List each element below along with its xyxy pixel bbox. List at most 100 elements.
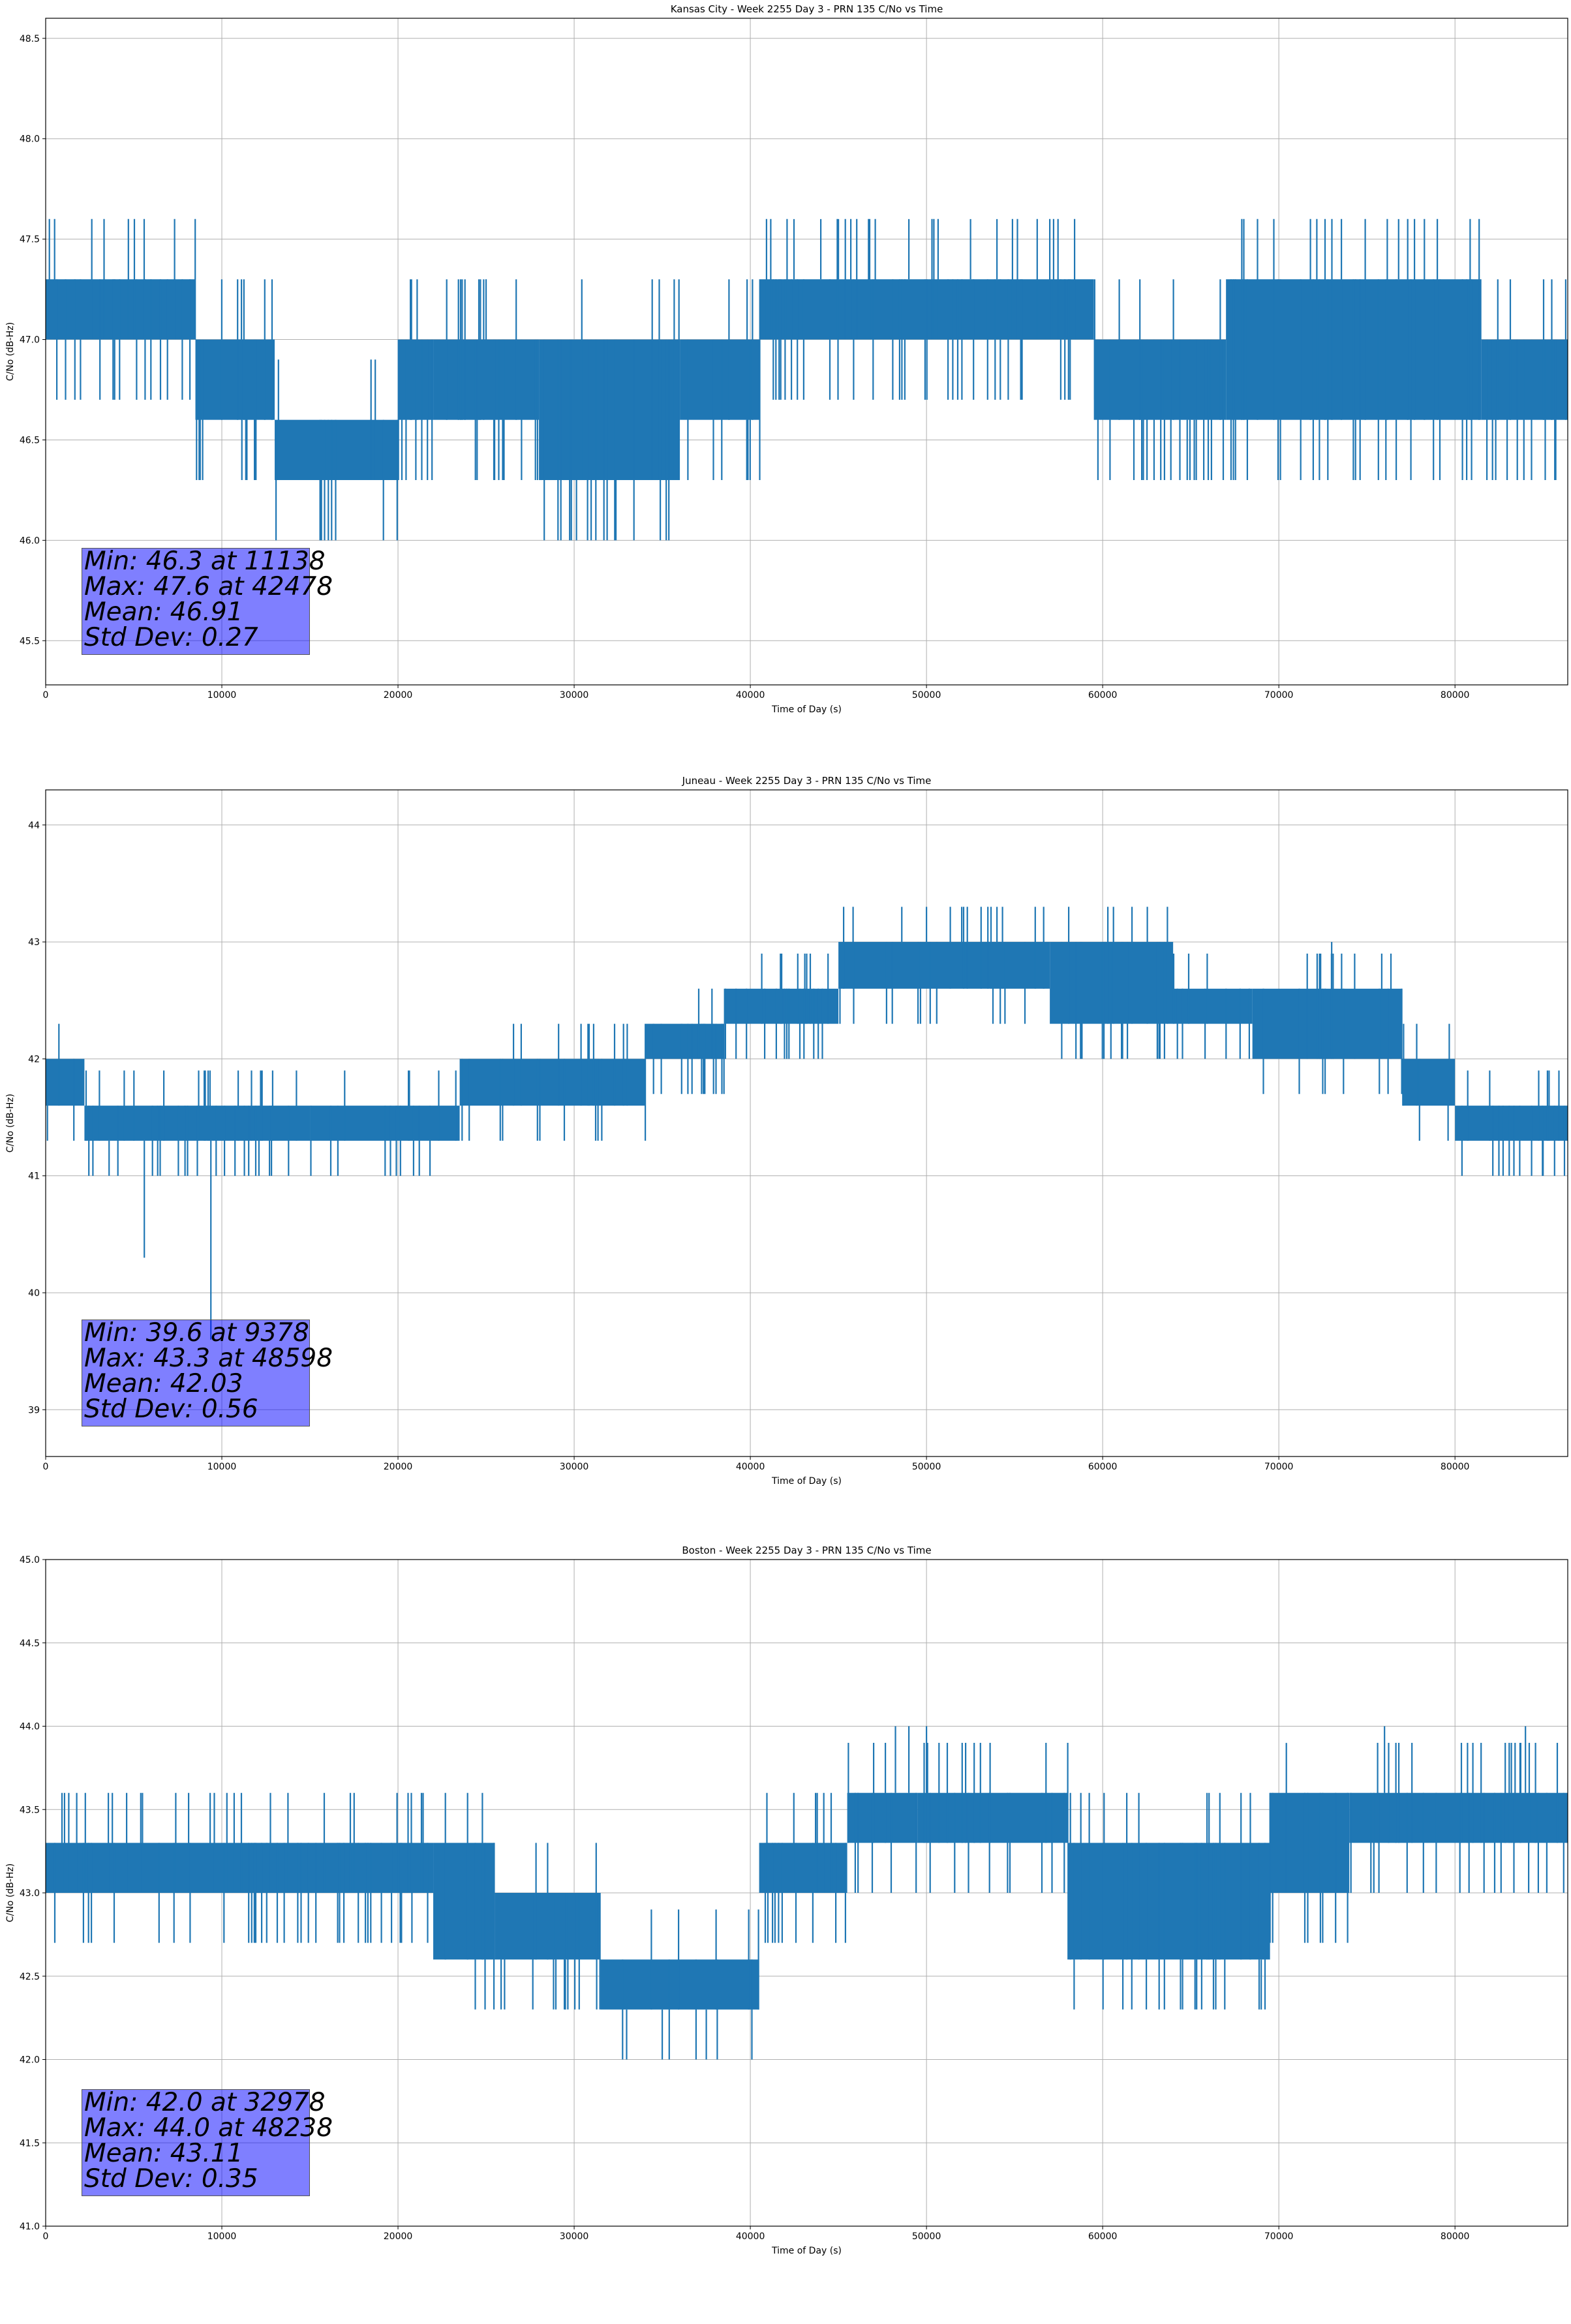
series-band xyxy=(838,942,1050,989)
series-band xyxy=(1093,339,1227,420)
series-segment xyxy=(847,1743,918,1893)
x-tick-label: 50000 xyxy=(912,1462,941,1472)
y-tick-label: 40 xyxy=(28,1288,40,1299)
series-band xyxy=(459,1059,645,1106)
x-tick-label: 0 xyxy=(43,1462,49,1472)
x-tick-label: 20000 xyxy=(384,1462,413,1472)
y-axis-label: C/No (dB-Hz) xyxy=(5,1094,16,1153)
series-line xyxy=(46,907,1568,1340)
x-tick-label: 0 xyxy=(43,690,49,701)
series-jitter xyxy=(1172,954,1250,1059)
series-segment xyxy=(495,1843,601,2010)
series-band xyxy=(680,339,759,420)
x-tick-label: 60000 xyxy=(1088,690,1118,701)
y-tick-label: 46.0 xyxy=(20,536,40,546)
y-tick-label: 43.0 xyxy=(20,1888,40,1899)
stats-annotation-box: Min: 42.0 at 32978 Max: 44.0 at 48238 Mean… xyxy=(82,2088,333,2196)
series-segment xyxy=(759,219,1095,400)
stats-line: Max: 43.3 at 48598 xyxy=(84,1344,333,1373)
x-tick-label: 10000 xyxy=(207,1462,237,1472)
series-band xyxy=(600,1959,759,2010)
series-segment xyxy=(310,1070,460,1176)
series-band xyxy=(1455,1106,1568,1141)
series-segment xyxy=(1172,954,1253,1059)
x-tick-label: 10000 xyxy=(207,2231,237,2242)
series-band xyxy=(46,279,196,340)
stats-line: Max: 47.6 at 42478 xyxy=(84,572,333,601)
series-segment xyxy=(459,1023,647,1141)
series-jitter xyxy=(1230,219,1480,480)
series-jitter xyxy=(724,954,841,1059)
y-tick-label: 42.5 xyxy=(20,1972,40,1982)
x-tick-label: 70000 xyxy=(1264,1462,1294,1472)
stats-line: Min: 42.0 at 32978 xyxy=(84,2088,326,2117)
y-tick-label: 42 xyxy=(28,1054,40,1064)
series-line xyxy=(46,219,1568,541)
series-jitter xyxy=(543,279,680,541)
y-tick-label: 48.0 xyxy=(20,134,40,145)
x-tick-label: 10000 xyxy=(207,690,237,701)
series-jitter xyxy=(48,219,196,400)
series-band xyxy=(1067,1843,1270,1960)
x-tick-label: 70000 xyxy=(1264,2231,1294,2242)
series-jitter xyxy=(1262,954,1403,1094)
series-band xyxy=(1173,988,1253,1024)
x-tick-label: 50000 xyxy=(912,690,941,701)
chart-panel-kansas-city: Kansas City - Week 2255 Day 3 - PRN 135 … xyxy=(0,0,1571,783)
series-band xyxy=(433,339,540,420)
series-segment xyxy=(433,279,540,480)
series-jitter xyxy=(196,279,273,480)
stats-line: Std Dev: 0.56 xyxy=(84,1395,258,1424)
series-segment xyxy=(1402,1023,1456,1141)
x-tick-label: 60000 xyxy=(1088,1462,1118,1472)
series-jitter xyxy=(53,1792,429,1943)
stats-line: Mean: 43.11 xyxy=(84,2139,243,2168)
series-band xyxy=(847,1792,918,1843)
series-segment xyxy=(1050,907,1174,1059)
series-band xyxy=(539,339,680,481)
series-jitter xyxy=(843,907,1045,1024)
series-segment xyxy=(84,1070,311,1176)
series-segment xyxy=(724,954,841,1059)
chart-title: Kansas City - Week 2255 Day 3 - PRN 135 … xyxy=(671,3,943,15)
series-band xyxy=(195,339,275,420)
series-segment xyxy=(680,279,761,480)
x-tick-label: 20000 xyxy=(384,2231,413,2242)
series-band xyxy=(645,1023,724,1059)
series-jitter xyxy=(85,1070,297,1176)
series-jitter xyxy=(444,1792,495,2010)
y-tick-label: 44 xyxy=(28,821,40,831)
series-segment xyxy=(275,359,399,541)
x-tick-label: 80000 xyxy=(1441,690,1470,701)
stats-line: Min: 46.3 at 11138 xyxy=(84,547,326,576)
series-jitter xyxy=(1350,1743,1564,1893)
y-tick-label: 45.0 xyxy=(20,1555,40,1565)
series-band xyxy=(917,1792,1068,1843)
series-segment xyxy=(1349,1743,1568,1893)
y-tick-label: 46.5 xyxy=(20,435,40,445)
chart-title: Boston - Week 2255 Day 3 - PRN 135 C/No … xyxy=(682,1545,931,1556)
y-tick-label: 47.5 xyxy=(20,235,40,245)
series-jitter xyxy=(275,359,398,541)
series-segment xyxy=(1481,279,1568,480)
series-band xyxy=(46,1059,85,1106)
chart-title: Juneau - Week 2255 Day 3 - PRN 135 C/No … xyxy=(682,775,932,787)
series-segment xyxy=(433,1792,495,2010)
series-segment xyxy=(1455,1070,1568,1176)
series-segment xyxy=(46,1792,434,1943)
series-band xyxy=(46,1843,434,1893)
series-band xyxy=(1270,1792,1350,1893)
plot-frame xyxy=(45,18,1568,686)
x-tick-label: 40000 xyxy=(736,2231,765,2242)
y-tick-label: 41 xyxy=(28,1171,40,1182)
y-tick-label: 42.0 xyxy=(20,2055,40,2066)
stats-line: Std Dev: 0.35 xyxy=(84,2164,258,2194)
stats-line: Mean: 42.03 xyxy=(84,1369,243,1398)
y-tick-label: 41.0 xyxy=(20,2222,40,2232)
series-segment xyxy=(1093,279,1227,480)
series-jitter xyxy=(1097,279,1225,480)
y-tick-label: 39 xyxy=(28,1405,40,1415)
series-jitter xyxy=(1403,1023,1450,1141)
series-jitter xyxy=(923,1743,1069,1893)
series-jitter xyxy=(687,279,761,480)
